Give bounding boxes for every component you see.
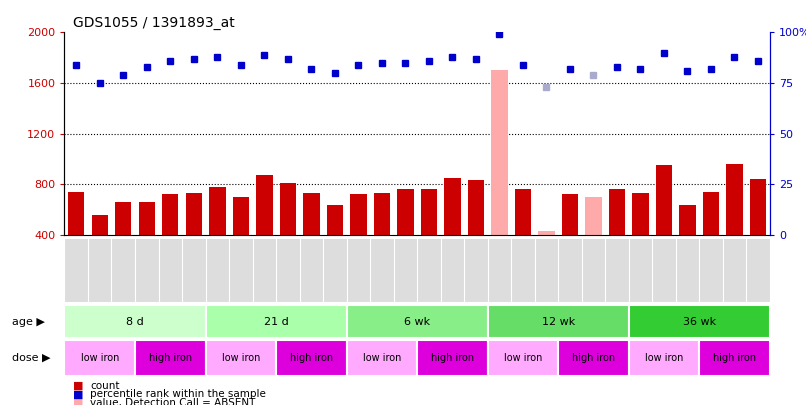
- Bar: [64, 305, 206, 338]
- Bar: [397, 190, 413, 235]
- Text: 36 wk: 36 wk: [683, 317, 716, 326]
- Bar: [233, 197, 249, 235]
- Bar: [162, 194, 178, 235]
- Bar: [418, 340, 488, 376]
- Bar: [632, 193, 649, 235]
- Bar: [326, 205, 343, 235]
- Text: ■: ■: [73, 390, 83, 399]
- Text: ■: ■: [73, 399, 83, 405]
- Text: high iron: high iron: [571, 353, 615, 363]
- Text: 6 wk: 6 wk: [404, 317, 430, 326]
- Text: GDS1055 / 1391893_at: GDS1055 / 1391893_at: [73, 16, 235, 30]
- Bar: [679, 205, 696, 235]
- Bar: [68, 192, 85, 235]
- Text: count: count: [90, 381, 120, 390]
- Text: 12 wk: 12 wk: [542, 317, 575, 326]
- Bar: [64, 340, 135, 376]
- Text: value, Detection Call = ABSENT: value, Detection Call = ABSENT: [90, 399, 256, 405]
- Bar: [276, 340, 347, 376]
- Bar: [206, 340, 276, 376]
- Bar: [374, 193, 390, 235]
- Bar: [256, 175, 272, 235]
- Bar: [538, 231, 555, 235]
- Text: low iron: low iron: [81, 353, 119, 363]
- Bar: [135, 340, 206, 376]
- Bar: [421, 190, 437, 235]
- Bar: [585, 197, 601, 235]
- Bar: [558, 340, 629, 376]
- Bar: [629, 305, 770, 338]
- Bar: [139, 202, 155, 235]
- Bar: [629, 340, 700, 376]
- Bar: [303, 193, 319, 235]
- Text: 8 d: 8 d: [126, 317, 144, 326]
- Bar: [562, 194, 578, 235]
- Bar: [206, 305, 347, 338]
- Text: high iron: high iron: [289, 353, 333, 363]
- Text: high iron: high iron: [430, 353, 474, 363]
- Bar: [609, 190, 625, 235]
- Text: high iron: high iron: [148, 353, 192, 363]
- Bar: [656, 165, 672, 235]
- Bar: [488, 340, 558, 376]
- Text: 21 d: 21 d: [264, 317, 289, 326]
- Bar: [444, 178, 460, 235]
- Bar: [750, 179, 767, 235]
- Text: low iron: low iron: [504, 353, 542, 363]
- Text: dose ▶: dose ▶: [12, 353, 51, 363]
- Text: low iron: low iron: [645, 353, 683, 363]
- Bar: [467, 181, 484, 235]
- Bar: [209, 187, 226, 235]
- Text: high iron: high iron: [713, 353, 756, 363]
- Bar: [726, 164, 742, 235]
- Bar: [488, 305, 629, 338]
- Text: age ▶: age ▶: [12, 317, 45, 326]
- Text: percentile rank within the sample: percentile rank within the sample: [90, 390, 266, 399]
- Bar: [700, 340, 770, 376]
- Text: ■: ■: [73, 381, 83, 390]
- Text: low iron: low iron: [363, 353, 401, 363]
- Bar: [347, 305, 488, 338]
- Bar: [491, 70, 508, 235]
- Bar: [350, 194, 367, 235]
- Bar: [703, 192, 719, 235]
- Text: low iron: low iron: [222, 353, 260, 363]
- Bar: [185, 193, 202, 235]
- Bar: [92, 215, 108, 235]
- Bar: [515, 190, 531, 235]
- Bar: [347, 340, 418, 376]
- Bar: [115, 202, 131, 235]
- Bar: [280, 183, 296, 235]
